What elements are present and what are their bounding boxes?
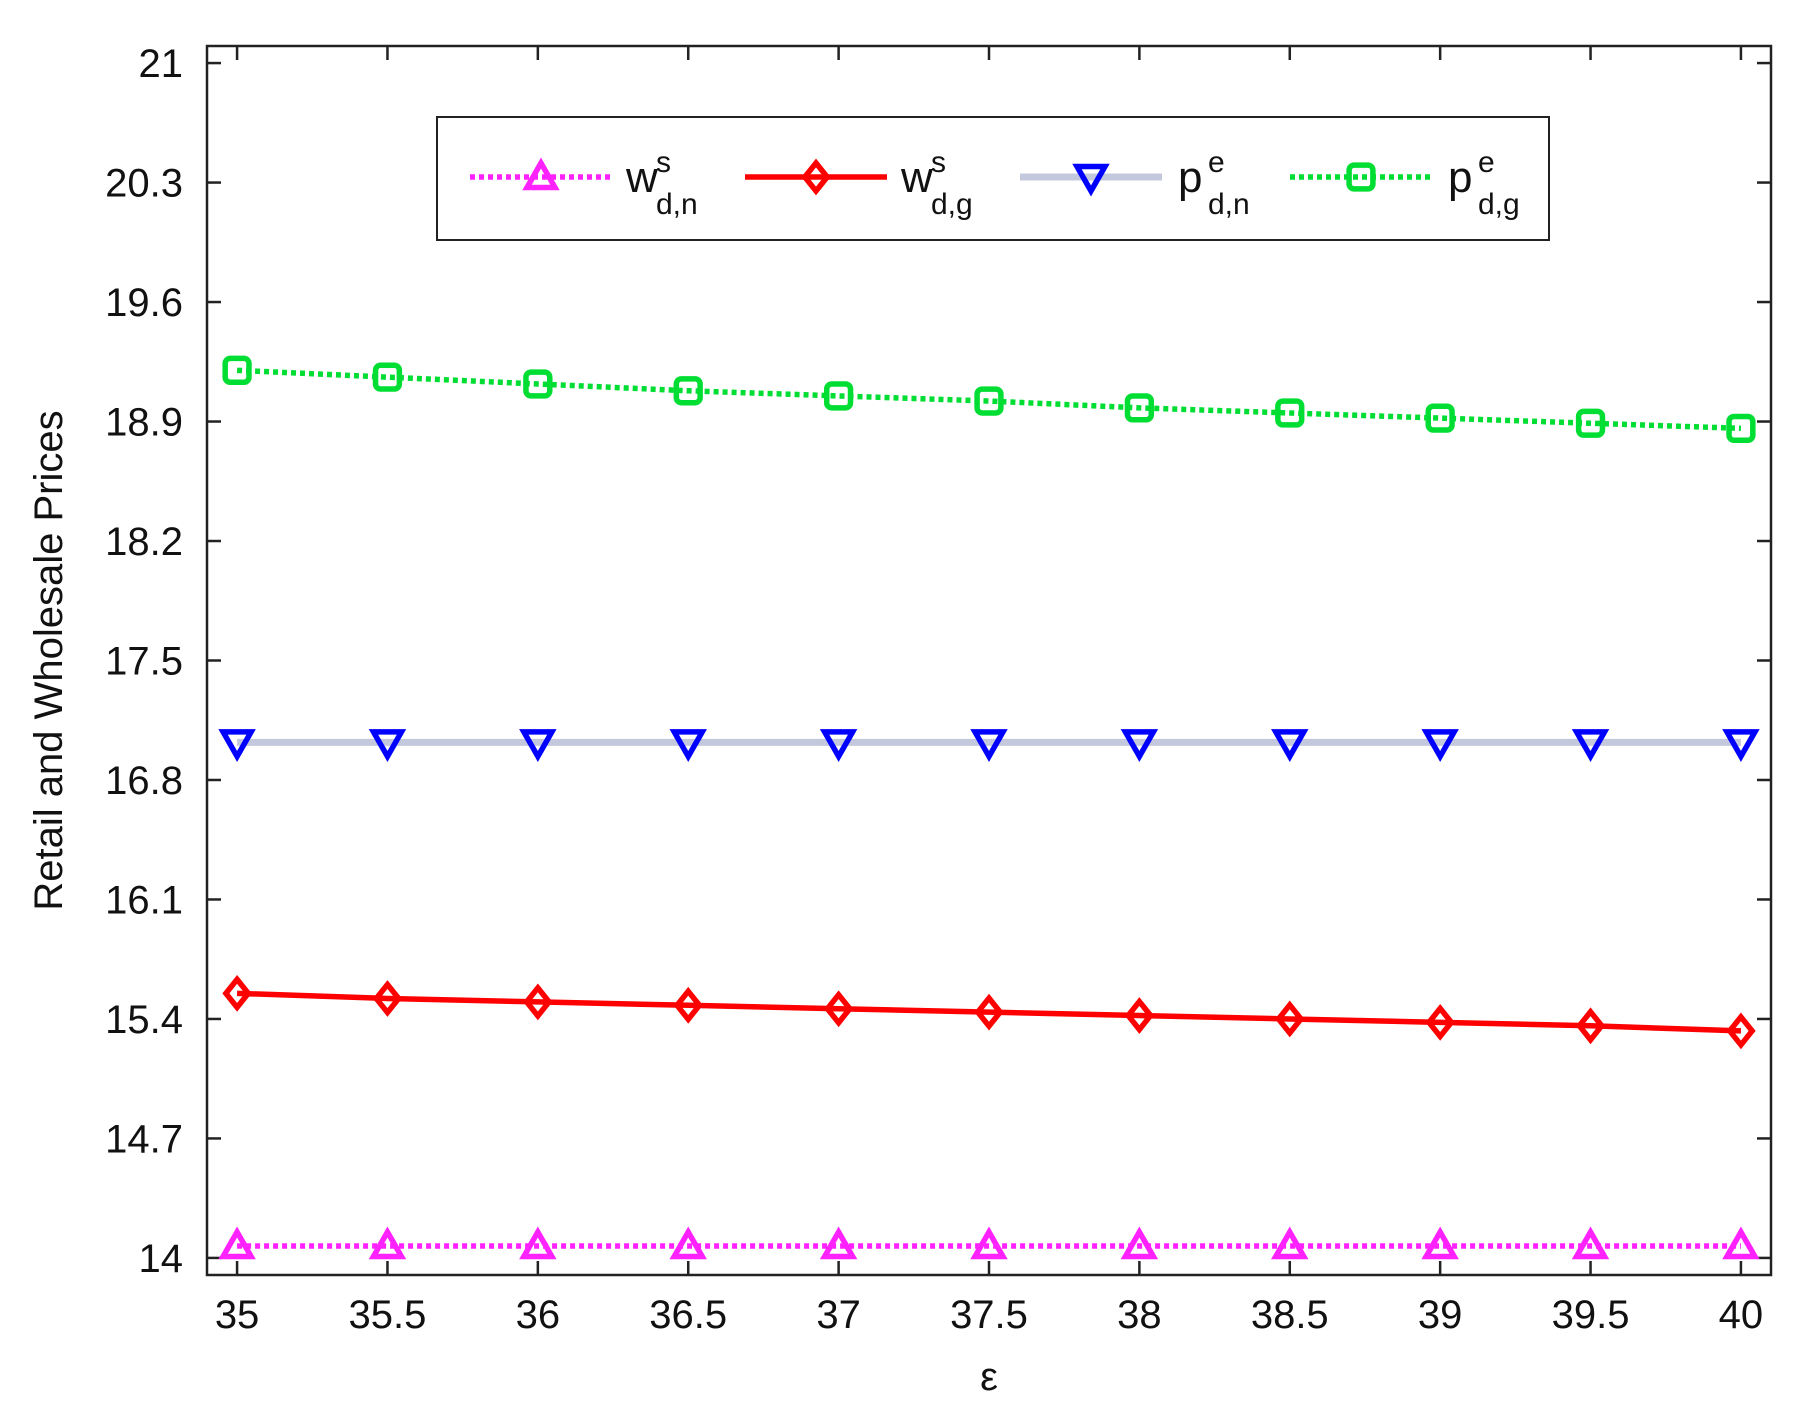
- data-point-w_dg: [673, 986, 703, 1024]
- data-point-w_dg: [823, 990, 854, 1028]
- legend-item-p_dg: p e d,g: [1290, 146, 1520, 221]
- y-tick-label: 17.5: [105, 640, 183, 684]
- data-point-w_dn: [1120, 1226, 1159, 1260]
- data-point-p_dg: [974, 386, 1004, 416]
- data-point-w_dg: [974, 993, 1004, 1031]
- y-tick-label: 18.2: [105, 520, 183, 564]
- x-axis-title: ε: [980, 1355, 998, 1399]
- legend-label-base: p: [1448, 153, 1472, 202]
- ticks-layer: 35 35.5 36 36.5 37 37.5 38 38.5 39 39.5 40 14 14.7 15…: [105, 42, 1771, 1337]
- legend-label-sup: s: [656, 146, 671, 179]
- data-point-p_dn: [1271, 729, 1309, 762]
- legend-label-base: p: [1178, 153, 1202, 202]
- legend-label-sup: s: [931, 146, 946, 179]
- x-tick-label: 38: [1117, 1293, 1162, 1337]
- series-w_dg: [222, 974, 1756, 1050]
- data-point-p_dg: [673, 376, 703, 406]
- legend-label-base: w: [625, 153, 658, 202]
- x-tick-label: 35.5: [349, 1293, 427, 1337]
- data-point-w_dg: [1726, 1012, 1756, 1050]
- x-tick-label: 35: [215, 1293, 260, 1337]
- data-point-p_dg: [1275, 398, 1305, 428]
- data-point-w_dg: [1575, 1007, 1606, 1045]
- series-line-w_dg: [236, 990, 1742, 1034]
- legend-item-w_dg: ws d,g: [745, 146, 973, 221]
- data-point-w_dg: [523, 983, 553, 1021]
- legend-label-base: w: [900, 153, 933, 202]
- data-point-p_dg: [1425, 403, 1455, 433]
- legend-label-sub: d,n: [656, 188, 698, 221]
- data-point-p_dg: [1726, 413, 1756, 444]
- y-tick-label: 14.7: [105, 1117, 183, 1161]
- x-tick-label: 40: [1719, 1293, 1764, 1337]
- data-point-w_dg: [1275, 1000, 1305, 1038]
- data-point-w_dn: [218, 1226, 256, 1260]
- y-axis-title: Retail and Wholesale Prices: [27, 410, 71, 910]
- data-point-w_dg: [1124, 997, 1155, 1034]
- data-point-p_dn: [669, 729, 707, 762]
- data-point-w_dg: [372, 980, 403, 1017]
- y-tick-label: 14: [139, 1237, 184, 1281]
- data-point-p_dg: [1575, 408, 1606, 438]
- x-tick-label: 37.5: [950, 1293, 1028, 1337]
- legend-label-sup: e: [1478, 146, 1495, 179]
- x-tick-label: 39.5: [1552, 1293, 1630, 1337]
- legend-item-p_dn: p e d,n: [1020, 146, 1250, 221]
- data-point-p_dn: [368, 729, 407, 762]
- legend-item-w_dn: ws d,n: [470, 146, 698, 221]
- data-point-w_dg: [222, 974, 252, 1012]
- data-point-w_dn: [819, 1226, 858, 1260]
- y-tick-label: 18.9: [105, 401, 183, 445]
- data-point-p_dn: [1571, 729, 1610, 762]
- y-tick-label: 20.3: [105, 162, 183, 206]
- y-tick-label: 21: [139, 42, 184, 86]
- series-w_dn: [218, 1226, 1760, 1260]
- data-point-p_dg: [222, 355, 252, 385]
- series-p_dg: [222, 355, 1756, 444]
- data-point-w_dn: [519, 1226, 557, 1260]
- data-point-p_dg: [523, 369, 553, 399]
- x-tick-label: 38.5: [1251, 1293, 1329, 1337]
- data-point-p_dg: [823, 381, 854, 411]
- data-point-w_dn: [368, 1226, 407, 1260]
- series-p_dn: [218, 729, 1760, 762]
- data-point-w_dn: [970, 1226, 1008, 1260]
- legend-marker-w_dg: [801, 158, 831, 196]
- data-point-w_dn: [1271, 1226, 1309, 1260]
- data-point-p_dn: [218, 729, 256, 762]
- data-point-w_dg: [1425, 1003, 1455, 1041]
- legend-marker-w_dn: [522, 157, 560, 191]
- data-point-p_dg: [372, 362, 403, 392]
- data-point-w_dn: [1421, 1226, 1459, 1260]
- y-tick-label: 15.4: [105, 998, 183, 1042]
- legend-label-sub: d,g: [931, 188, 973, 221]
- y-tick-label: 16.8: [105, 759, 183, 803]
- series-layer: [218, 355, 1760, 1260]
- data-point-p_dn: [1120, 729, 1159, 762]
- x-tick-label: 36.5: [649, 1293, 727, 1337]
- legend-label-sub: d,n: [1208, 188, 1250, 221]
- legend-label-sup: e: [1208, 146, 1225, 179]
- y-tick-label: 19.6: [105, 281, 183, 325]
- data-point-w_dn: [1722, 1226, 1760, 1260]
- data-point-p_dn: [970, 729, 1008, 762]
- data-point-w_dn: [669, 1226, 707, 1260]
- legend-marker-p_dn: [1072, 163, 1110, 197]
- data-point-w_dn: [1571, 1226, 1610, 1260]
- x-tick-label: 39: [1418, 1293, 1463, 1337]
- x-tick-label: 37: [816, 1293, 861, 1337]
- legend-marker-p_dg: [1346, 162, 1376, 192]
- data-point-p_dg: [1124, 393, 1155, 423]
- legend-label-sub: d,g: [1478, 188, 1520, 221]
- data-point-p_dn: [1722, 729, 1760, 762]
- x-tick-label: 36: [516, 1293, 561, 1337]
- data-point-p_dn: [519, 729, 557, 762]
- data-point-p_dn: [819, 729, 858, 762]
- y-tick-label: 16.1: [105, 878, 183, 922]
- series-line-p_dg: [236, 367, 1742, 432]
- data-point-p_dn: [1421, 729, 1459, 762]
